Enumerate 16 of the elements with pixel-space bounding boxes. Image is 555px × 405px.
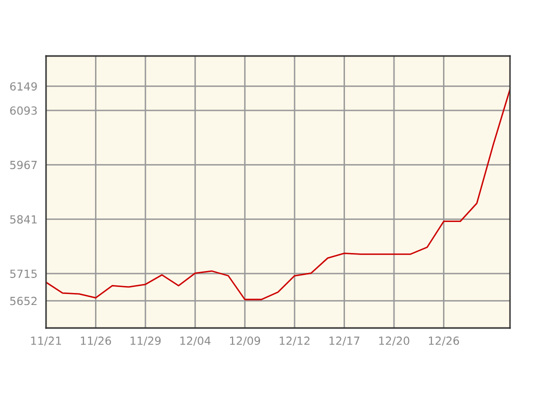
x-tick-label: 12/26 [428,336,460,346]
x-tick-label: 12/17 [329,336,360,346]
x-tick-label: 12/20 [379,336,410,346]
y-tick-label: 6093 [10,106,37,115]
x-tick-label: 11/29 [130,336,161,346]
line-series [46,88,510,300]
y-tick-label: 5715 [10,270,37,278]
x-tick-label: 12/09 [230,336,260,346]
y-tick-label: 5841 [10,215,37,224]
x-tick-label: 12/04 [180,336,211,346]
x-tick-label: 12/12 [280,336,310,346]
y-tick-label: 5652 [10,296,37,306]
x-tick-label: 11/26 [80,336,112,346]
x-tick-label: 11/21 [31,336,61,346]
y-tick-label: 6149 [10,82,37,91]
y-tick-label: 5967 [10,160,37,170]
